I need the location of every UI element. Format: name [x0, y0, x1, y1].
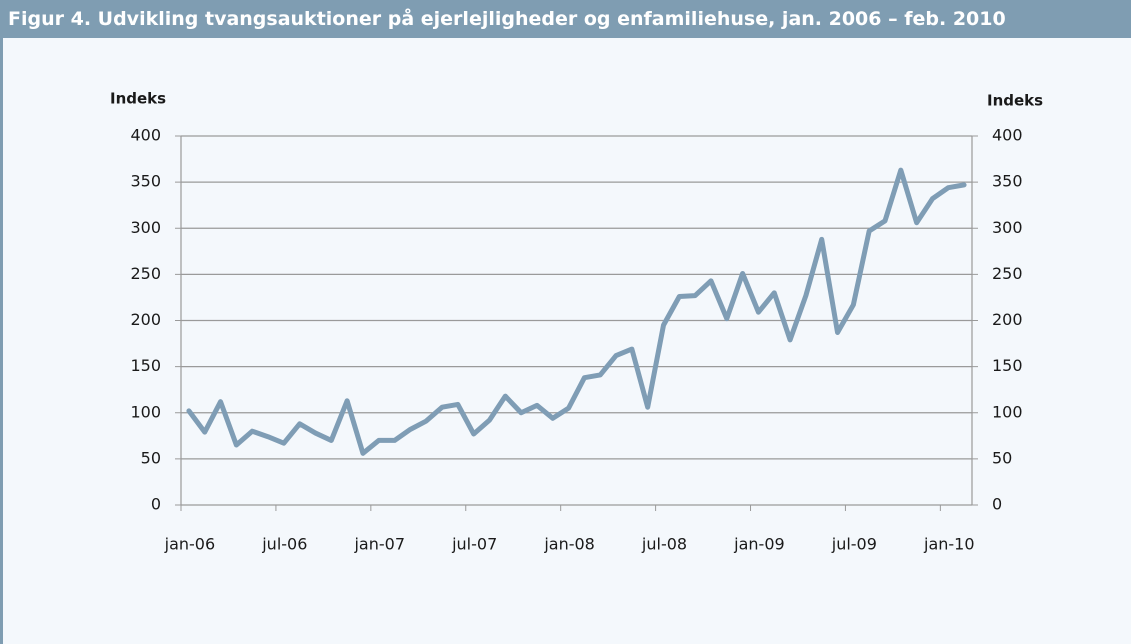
x-tick-label: jan-10	[923, 535, 975, 554]
y2-tick-label: 350	[992, 172, 1023, 191]
data-line	[186, 167, 967, 456]
y2-tick-label: 0	[992, 495, 1002, 514]
x-tick-label: jan-06	[164, 535, 216, 554]
y-tick-label: 350	[130, 172, 161, 191]
y-tick-label: 150	[130, 356, 161, 375]
y-tick-label: 50	[141, 448, 161, 467]
y-tick-label: 0	[151, 495, 161, 514]
x-tick-label: jan-07	[353, 535, 405, 554]
side-border	[0, 38, 3, 644]
y-tick-label: 400	[130, 126, 161, 145]
chart: Indeks Indeks 0 0 50 50 100 100 150 150 200 200 25…	[110, 90, 1043, 554]
y-axis-label: Indeks	[110, 90, 166, 108]
figure-title: Figur 4. Udvikling tvangsauktioner på ej…	[0, 0, 1131, 38]
y-tick-label: 200	[130, 310, 161, 329]
x-tick-label: jul-09	[831, 535, 877, 554]
y2-axis-label: Indeks	[987, 92, 1043, 110]
x-tick-label: jul-07	[451, 535, 497, 554]
y-tick-label: 100	[130, 402, 161, 421]
x-tick-label: jan-08	[543, 535, 595, 554]
y2-tick-label: 300	[992, 218, 1023, 237]
y-tick-label: 300	[130, 218, 161, 237]
y2-tick-label: 200	[992, 310, 1023, 329]
y2-tick-label: 150	[992, 356, 1023, 375]
x-tick-label: jul-08	[641, 535, 687, 554]
y-tick-label: 250	[130, 264, 161, 283]
x-tick-label: jan-09	[733, 535, 785, 554]
y2-tick-label: 50	[992, 448, 1012, 467]
x-tick-label: jul-06	[261, 535, 307, 554]
y2-tick-label: 250	[992, 264, 1023, 283]
y2-tick-label: 100	[992, 402, 1023, 421]
y2-tick-label: 400	[992, 126, 1023, 145]
